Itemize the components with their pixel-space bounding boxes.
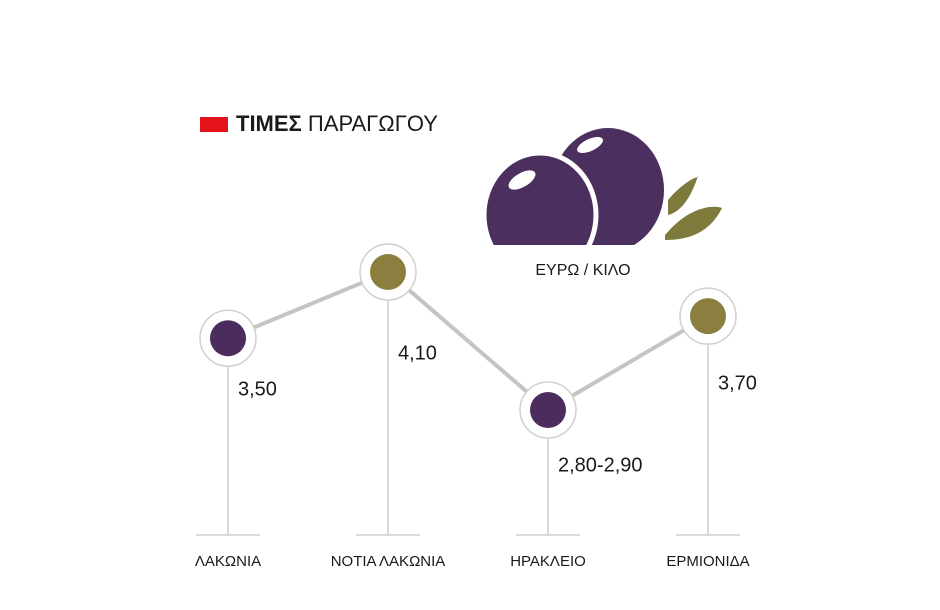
point (690, 298, 726, 335)
value-label: 2,80-2,90 (558, 454, 643, 476)
value-label: 3,50 (238, 379, 277, 401)
x-tick-label: ΛΑΚΩΝΙΑ (195, 553, 261, 570)
x-tick-label: ΗΡΑΚΛΕΙΟ (510, 553, 586, 570)
value-label: 4,10 (398, 342, 437, 364)
unit-label: ΕΥΡΩ / ΚΙΛΟ (535, 262, 630, 279)
value-label: 3,70 (718, 372, 757, 394)
title-bold: ΤΙΜΕΣ (236, 111, 302, 136)
x-tick-label: ΕΡΜΙΟΝΙΔΑ (666, 553, 749, 570)
chart-title: ΤΙΜΕΣ ΠΑΡΑΓΩΓΟΥ (236, 111, 438, 136)
price-line (227, 269, 710, 413)
point (530, 392, 566, 428)
point (370, 254, 406, 290)
olive-icon (481, 128, 722, 245)
point (210, 320, 246, 357)
title-marker (200, 117, 228, 132)
title-rest: ΠΑΡΑΓΩΓΟΥ (308, 111, 438, 136)
x-tick-label: ΝΟΤΙΑ ΛΑΚΩΝΙΑ (331, 553, 446, 570)
